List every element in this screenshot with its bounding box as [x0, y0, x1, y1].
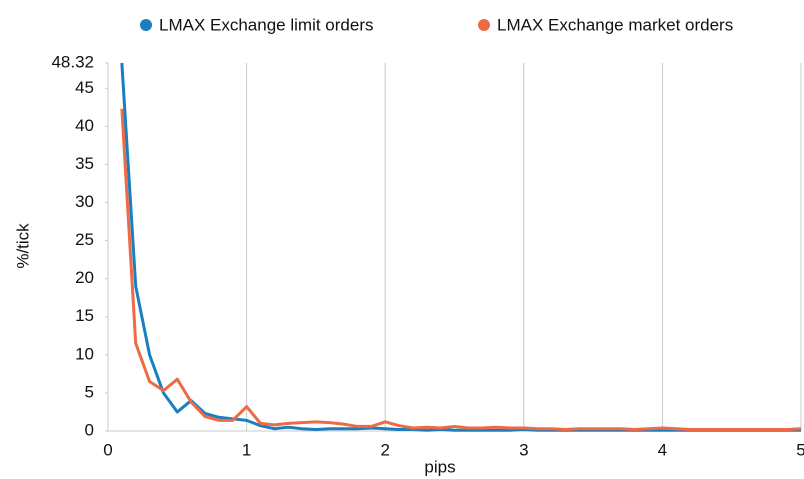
x-tick-label: 1: [242, 440, 251, 459]
y-axis-label: %/tick: [13, 223, 32, 269]
x-tick-label: 2: [380, 440, 389, 459]
y-tick-label: 45: [75, 78, 94, 97]
y-tick-label: 20: [75, 268, 94, 287]
legend-marker: [140, 19, 152, 31]
y-tick-label: 48.32: [51, 52, 94, 71]
line: [120, 108, 802, 431]
y-tick-label: 10: [75, 344, 94, 363]
x-axis-label: pips: [424, 457, 455, 476]
y-tick-label: 0: [85, 420, 94, 439]
x-tick-label: 4: [658, 440, 667, 459]
legend-label: LMAX Exchange market orders: [497, 15, 733, 34]
legend-label: LMAX Exchange limit orders: [159, 15, 373, 34]
x-tick-label: 3: [519, 440, 528, 459]
x-tick-label: 0: [103, 440, 112, 459]
y-tick-label: 35: [75, 154, 94, 173]
y-tick-label: 30: [75, 192, 94, 211]
legend-marker: [478, 19, 490, 31]
y-tick-label: 25: [75, 230, 94, 249]
x-tick-label: 5: [796, 440, 804, 459]
y-tick-label: 15: [75, 306, 94, 325]
y-tick-label: 5: [85, 382, 94, 401]
y-tick-label: 40: [75, 116, 94, 135]
line: [120, 62, 801, 432]
